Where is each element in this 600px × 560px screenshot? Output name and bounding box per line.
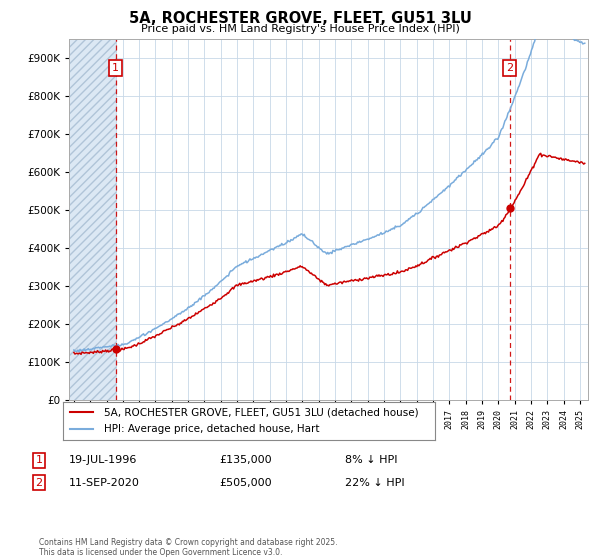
Text: Price paid vs. HM Land Registry's House Price Index (HPI): Price paid vs. HM Land Registry's House …: [140, 24, 460, 34]
Text: 5A, ROCHESTER GROVE, FLEET, GU51 3LU: 5A, ROCHESTER GROVE, FLEET, GU51 3LU: [128, 11, 472, 26]
Text: £135,000: £135,000: [219, 455, 272, 465]
Text: 19-JUL-1996: 19-JUL-1996: [69, 455, 137, 465]
Text: 2: 2: [35, 478, 43, 488]
Text: 11-SEP-2020: 11-SEP-2020: [69, 478, 140, 488]
Bar: [69, 39, 116, 400]
Text: HPI: Average price, detached house, Hart: HPI: Average price, detached house, Hart: [104, 424, 319, 435]
Text: 22% ↓ HPI: 22% ↓ HPI: [345, 478, 404, 488]
Text: £505,000: £505,000: [219, 478, 272, 488]
Text: 2: 2: [506, 63, 513, 73]
Text: 1: 1: [112, 63, 119, 73]
Text: 8% ↓ HPI: 8% ↓ HPI: [345, 455, 398, 465]
Text: 5A, ROCHESTER GROVE, FLEET, GU51 3LU (detached house): 5A, ROCHESTER GROVE, FLEET, GU51 3LU (de…: [104, 407, 419, 417]
Text: 1: 1: [35, 455, 43, 465]
Text: Contains HM Land Registry data © Crown copyright and database right 2025.
This d: Contains HM Land Registry data © Crown c…: [39, 538, 337, 557]
